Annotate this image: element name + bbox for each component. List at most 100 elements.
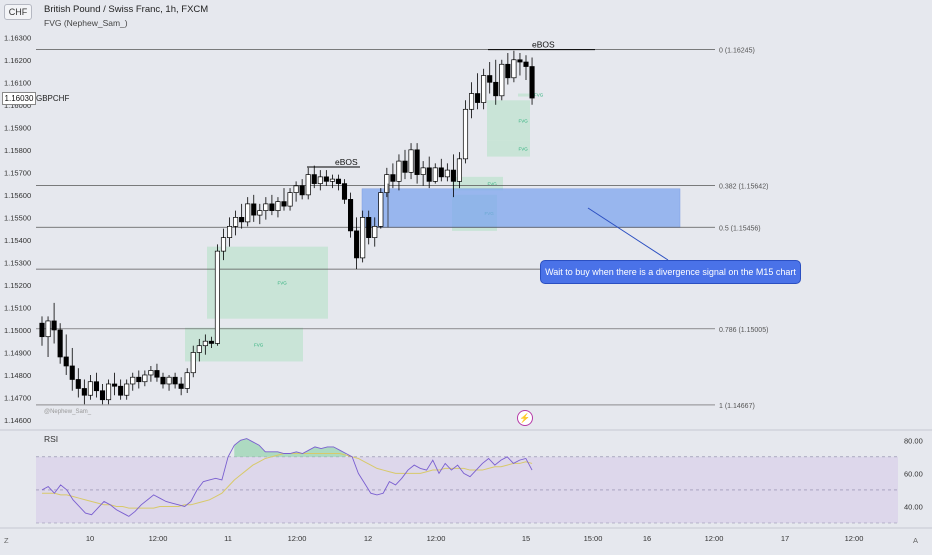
- price-tick-label: 1.16300: [4, 33, 31, 42]
- ebos-label: eBOS: [532, 40, 555, 50]
- candle-body: [87, 381, 93, 396]
- candle: [75, 368, 81, 398]
- candle-body: [245, 203, 251, 223]
- candle-body: [130, 376, 136, 385]
- candle: [469, 82, 475, 119]
- candle: [511, 50, 517, 83]
- candle: [245, 197, 251, 227]
- candle-body: [124, 383, 130, 396]
- candle: [269, 194, 275, 216]
- candle: [130, 372, 136, 391]
- candle: [57, 323, 63, 364]
- candle-body: [529, 66, 535, 99]
- candle: [378, 188, 384, 229]
- candle-body: [75, 379, 81, 389]
- time-tick-label: 12:00: [845, 534, 864, 543]
- candle: [63, 334, 69, 375]
- candle: [118, 379, 124, 400]
- candle: [366, 210, 372, 245]
- candle-body: [517, 59, 523, 63]
- fvg-zone-label: FVG: [488, 182, 498, 187]
- candle-body: [269, 203, 275, 211]
- candle: [257, 203, 263, 225]
- candle: [154, 363, 160, 382]
- candle-body: [469, 93, 475, 110]
- candle-body: [329, 178, 335, 182]
- candle-body: [233, 217, 239, 227]
- candle: [311, 165, 317, 189]
- candle-body: [81, 388, 87, 396]
- candle: [39, 316, 45, 346]
- candle-body: [390, 174, 396, 182]
- fvg-zone-label: FVG: [278, 281, 288, 286]
- candle: [208, 336, 214, 348]
- candle: [214, 244, 221, 346]
- fvg-zone: [452, 176, 503, 191]
- candle: [227, 217, 233, 247]
- price-tick-label: 1.15200: [4, 281, 31, 290]
- time-tick-label: 15: [522, 534, 530, 543]
- candle-body: [305, 174, 311, 196]
- time-tick-label: 16: [643, 534, 651, 543]
- price-tick-label: 1.15500: [4, 213, 31, 222]
- candle: [275, 197, 281, 218]
- candle: [402, 149, 408, 180]
- candle-body: [51, 320, 57, 331]
- price-tick-label: 1.16200: [4, 56, 31, 65]
- candle: [299, 179, 305, 200]
- candle-body: [493, 81, 499, 97]
- candle: [233, 210, 239, 236]
- time-tick-label: 11: [224, 534, 232, 543]
- candle-body: [281, 201, 287, 207]
- candle-body: [499, 63, 505, 97]
- candle-body: [63, 356, 69, 367]
- candle: [475, 73, 481, 110]
- price-tick-label: 1.15800: [4, 146, 31, 155]
- candle-body: [166, 376, 172, 385]
- candle: [305, 167, 311, 200]
- candle-body: [396, 160, 402, 182]
- candle-body: [360, 217, 366, 259]
- fib-label: 1 (1.14667): [719, 403, 755, 410]
- candle-body: [378, 192, 384, 227]
- candle: [87, 374, 93, 400]
- price-tick-label: 1.14700: [4, 393, 31, 402]
- candle-body: [299, 185, 305, 196]
- auto-scale-button[interactable]: A: [913, 536, 919, 545]
- watermark: @Nephew_Sam_: [44, 409, 92, 415]
- candle: [432, 163, 438, 184]
- price-tick-label: 1.15900: [4, 123, 31, 132]
- current-price-tag: 1.16030: [2, 92, 36, 105]
- candle: [142, 370, 148, 387]
- candle: [93, 372, 100, 398]
- candle: [426, 156, 432, 189]
- indicator-label[interactable]: FVG (Nephew_Sam_): [44, 18, 128, 28]
- candle-body: [438, 167, 444, 178]
- candle: [456, 152, 463, 189]
- candle-body: [136, 376, 142, 383]
- candle-body: [220, 237, 227, 252]
- candle-body: [341, 183, 348, 200]
- currency-button[interactable]: CHF: [4, 4, 32, 20]
- candle-body: [196, 345, 202, 353]
- candle-body: [39, 322, 45, 338]
- candle: [51, 302, 57, 344]
- candle-body: [426, 167, 432, 182]
- candle-body: [481, 75, 487, 103]
- trade-callout[interactable]: Wait to buy when there is a divergence s…: [540, 260, 801, 284]
- candle: [450, 154, 456, 198]
- lightning-icon[interactable]: ⚡: [517, 410, 533, 426]
- candle: [112, 372, 118, 396]
- rsi-label: RSI: [44, 434, 59, 444]
- fib-label: 0.382 (1.15642): [719, 183, 768, 190]
- candle-body: [487, 75, 493, 83]
- candle: [517, 53, 523, 76]
- candle: [239, 203, 245, 229]
- rsi-line: [41, 438, 533, 517]
- candle: [160, 372, 166, 389]
- candle: [281, 188, 287, 211]
- timezone-icon[interactable]: Z: [4, 536, 9, 545]
- candle-body: [93, 381, 100, 392]
- price-tick-label: 1.16100: [4, 78, 31, 87]
- candle-body: [263, 203, 269, 211]
